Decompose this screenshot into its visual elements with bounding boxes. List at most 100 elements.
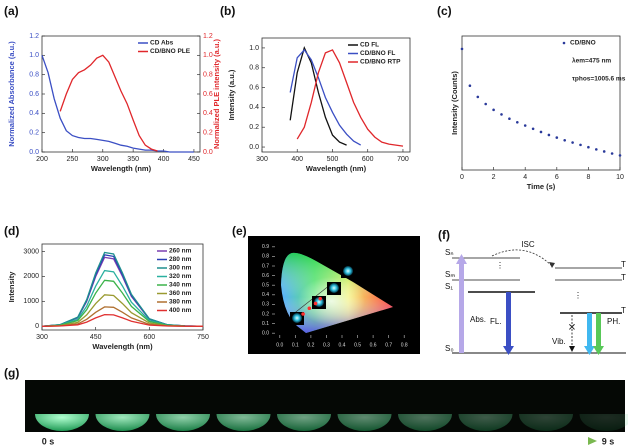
x-axis-title: Wavelength (nm) — [91, 164, 152, 173]
legend-label: 320 nm — [169, 273, 192, 280]
y-tick-label: 0.0 — [249, 144, 259, 151]
photo-glow — [35, 414, 89, 431]
point — [571, 141, 574, 144]
photo-glow — [95, 414, 150, 431]
y-tick-label: 0.9 — [262, 244, 269, 250]
state-label: Sₙ — [445, 248, 454, 257]
point — [555, 136, 559, 139]
state-label: T — [621, 273, 626, 282]
y-tick-label: 0.1 — [262, 321, 269, 327]
series-line — [59, 54, 158, 152]
legend-label: 300 nm — [169, 265, 192, 272]
point — [595, 148, 598, 151]
point — [313, 301, 318, 306]
x-tick-label: 10 — [616, 174, 624, 181]
series-line — [41, 313, 204, 327]
process-label: PH. — [607, 317, 620, 326]
y-tick-label: 0.8 — [29, 72, 39, 79]
y-tick-label: 0.4 — [249, 104, 259, 111]
y2-tick-label: 0.8 — [203, 72, 213, 79]
process-label: Abs. — [470, 315, 486, 324]
photo-glow — [277, 414, 331, 431]
process-label: ISC — [521, 240, 535, 249]
photo-glow — [579, 414, 628, 431]
y-tick-label: 1.0 — [29, 52, 39, 59]
time-label: 9 s — [602, 436, 615, 446]
legend-swatch — [562, 41, 566, 45]
point — [610, 152, 614, 155]
x-tick-label: 0.2 — [307, 342, 314, 348]
series-line — [289, 46, 347, 146]
process-label: FL. — [490, 317, 502, 326]
x-tick-label: 0.5 — [354, 342, 361, 348]
y-tick-label: 0.6 — [262, 273, 269, 279]
x-tick-label: 6 — [555, 174, 559, 181]
state-label: T — [621, 260, 626, 269]
y-tick-label: 0.7 — [262, 263, 269, 269]
y2-tick-label: 0.0 — [203, 149, 213, 156]
svg-text:✕: ✕ — [568, 323, 576, 334]
y-tick-label: 3000 — [23, 248, 39, 255]
x-tick-label: 0 — [460, 174, 464, 181]
y-tick-label: 0.4 — [29, 110, 39, 117]
legend-label: 280 nm — [169, 256, 192, 263]
y-axis-title: Intensity — [7, 271, 16, 303]
point — [468, 84, 472, 88]
y2-tick-label: 1.0 — [203, 52, 213, 59]
x-tick-label: 4 — [523, 174, 527, 181]
x-tick-label: 8 — [586, 174, 590, 181]
plot-frame — [461, 35, 621, 171]
y-tick-label: 0.3 — [262, 302, 269, 308]
point — [500, 113, 503, 116]
point — [484, 102, 488, 106]
y-tick-label: 0.8 — [262, 254, 269, 260]
panel-label: (e) — [232, 224, 247, 238]
legend-label: 400 nm — [169, 307, 192, 314]
x-axis-title: Wavelength (nm) — [306, 164, 367, 173]
y-tick-label: 0.2 — [249, 124, 259, 131]
panel-label: (d) — [4, 224, 19, 238]
x-tick-label: 200 — [36, 156, 48, 163]
legend-label: CD Abs — [150, 40, 174, 47]
point — [301, 312, 305, 316]
point — [531, 127, 535, 131]
x-tick-label: 0.8 — [401, 342, 408, 348]
y-axis-title: Intensity (a.u.) — [227, 69, 236, 120]
cie-gamut — [281, 252, 393, 333]
legend-label: CD/BNO — [570, 40, 596, 47]
x-tick-label: 450 — [188, 156, 200, 163]
y-tick-label: 0.2 — [29, 130, 39, 137]
point — [579, 143, 582, 147]
svg-text:⋮: ⋮ — [574, 291, 582, 300]
series-line — [296, 49, 404, 147]
photo-glow — [216, 414, 271, 431]
energy-diagram: (f) ⋮ ⋮ Sₙ Sₘ S₁ S₀ T T T ISC Abs. FL. ✕… — [438, 228, 626, 355]
panel-label: (g) — [4, 366, 19, 380]
point — [508, 117, 511, 121]
panel-label: (a) — [4, 4, 19, 18]
x-tick-label: 300 — [256, 156, 268, 163]
time-label: 0 s — [42, 436, 55, 446]
y2-tick-label: 1.2 — [203, 33, 213, 40]
x-axis-title: Time (s) — [527, 182, 556, 191]
legend-label: 380 nm — [169, 299, 192, 306]
x-tick-label: 450 — [90, 334, 102, 341]
y2-tick-label: 0.2 — [203, 130, 213, 137]
point — [476, 95, 480, 99]
plot-frame — [261, 37, 411, 153]
annotation: τphos=1005.6 ms — [572, 76, 626, 83]
state-label: S₁ — [445, 282, 453, 291]
panel-label: (b) — [220, 4, 235, 18]
point — [516, 120, 519, 124]
x-axis-title: Wavelength (nm) — [92, 342, 153, 351]
point — [460, 47, 464, 51]
panel-label: (f) — [438, 228, 450, 242]
legend-label: 260 nm — [169, 248, 192, 255]
photo-glow — [337, 414, 392, 431]
point — [307, 306, 312, 311]
point — [547, 133, 551, 137]
y-tick-label: 0.6 — [29, 91, 39, 98]
photo-glow — [398, 414, 452, 431]
series-line — [289, 48, 362, 146]
y-tick-label: 0.8 — [249, 65, 259, 72]
